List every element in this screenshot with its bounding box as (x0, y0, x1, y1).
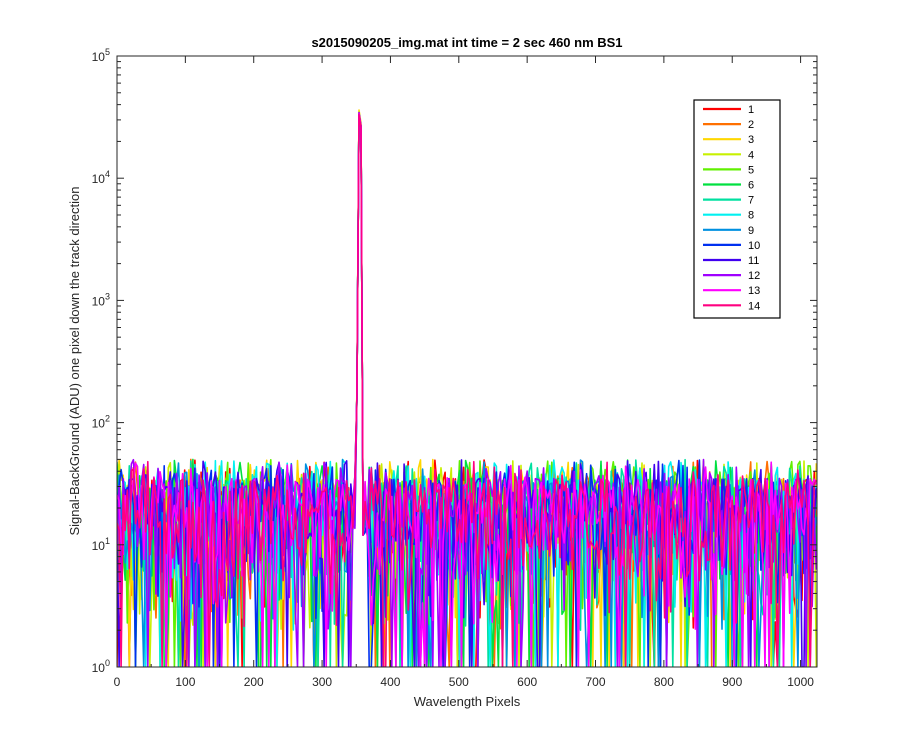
legend-label: 11 (748, 255, 759, 267)
legend-label: 8 (748, 210, 754, 222)
y-tick-label: 101 (92, 536, 110, 553)
x-tick-label: 500 (449, 675, 469, 689)
legend-label: 12 (748, 270, 760, 282)
legend-item-11[interactable]: 11 (703, 255, 759, 267)
x-tick-label: 800 (654, 675, 674, 689)
x-tick-label: 600 (517, 675, 537, 689)
legend-item-5[interactable]: 5 (703, 164, 754, 176)
legend-label: 1 (748, 104, 754, 116)
legend-item-4[interactable]: 4 (703, 149, 754, 161)
legend-label: 5 (748, 164, 754, 176)
plot-frame (116, 55, 818, 668)
legend-box (693, 99, 781, 319)
legend-item-12[interactable]: 12 (703, 270, 760, 282)
legend-item-7[interactable]: 7 (703, 195, 754, 207)
legend-label: 9 (748, 225, 754, 237)
legend-label: 3 (748, 134, 754, 146)
legend-label: 10 (748, 240, 760, 252)
y-tick-label: 103 (92, 291, 110, 308)
x-tick-label: 0 (114, 675, 121, 689)
legend-item-13[interactable]: 13 (703, 285, 760, 297)
y-tick-label: 105 (92, 47, 110, 64)
x-tick-label: 400 (380, 675, 400, 689)
x-tick-label: 200 (244, 675, 264, 689)
x-tick-label: 100 (175, 675, 195, 689)
legend-label: 6 (748, 180, 754, 192)
legend-item-8[interactable]: 8 (703, 210, 754, 222)
x-axis-label: Wavelength Pixels (414, 694, 521, 709)
x-tick-label: 1000 (787, 675, 814, 689)
legend-item-10[interactable]: 10 (703, 240, 760, 252)
legend-item-14[interactable]: 14 (703, 300, 760, 312)
legend-label: 4 (748, 149, 754, 161)
chart-title: s2015090205_img.mat int time = 2 sec 460… (311, 35, 622, 50)
legend-item-1[interactable]: 1 (703, 104, 754, 116)
y-axis-label: Signal-BackGround (ADU) one pixel down t… (67, 186, 82, 535)
legend-item-2[interactable]: 2 (703, 119, 754, 131)
legend-label: 2 (748, 119, 754, 131)
x-axis: 0 100 200 300 400 500 600 700 800 900 1000 (114, 56, 814, 689)
legend-label: 7 (748, 195, 754, 207)
y-tick-label: 102 (92, 414, 110, 431)
y-tick-label: 100 (92, 658, 110, 675)
x-tick-label: 700 (586, 675, 606, 689)
x-tick-label: 900 (722, 675, 742, 689)
y-tick-label: 104 (92, 169, 110, 186)
x-tick-label: 300 (312, 675, 332, 689)
legend-item-9[interactable]: 9 (703, 225, 754, 237)
legend-item-6[interactable]: 6 (703, 180, 754, 192)
legend-label: 14 (748, 300, 760, 312)
legend-label: 13 (748, 285, 760, 297)
series-layer (117, 109, 817, 667)
legend-item-3[interactable]: 3 (703, 134, 754, 146)
series-line-14 (117, 113, 817, 667)
